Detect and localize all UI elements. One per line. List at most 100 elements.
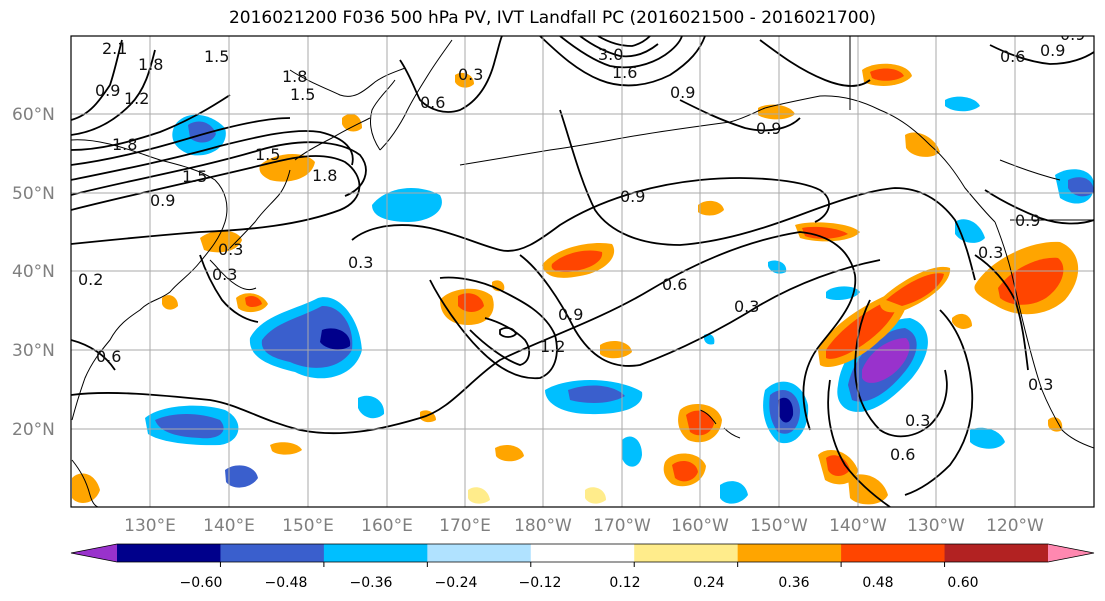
anomaly-positive bbox=[998, 257, 1064, 305]
coastline-kuril bbox=[294, 117, 371, 161]
contour-label: 0.6 bbox=[420, 93, 445, 112]
contour-label: 0.3 bbox=[348, 253, 373, 272]
lon-axis: 130°E 140°E 150°E 160°E 170°E 180°W 170°… bbox=[124, 516, 1044, 536]
contour-label: 1.5 bbox=[255, 145, 280, 164]
colorbar-tick-label: 0.12 bbox=[609, 575, 640, 591]
contour-label: 1.5 bbox=[204, 47, 229, 66]
coastline-asia bbox=[71, 139, 228, 421]
anomaly-negative bbox=[704, 334, 715, 345]
anomaly-positive bbox=[826, 455, 850, 476]
colorbar-segments bbox=[70, 543, 1095, 567]
colorbar: −0.60 −0.48 −0.36 −0.24 −0.12 0.12 0.24 … bbox=[70, 543, 1095, 591]
contour-label: 1.8 bbox=[112, 135, 137, 154]
anomaly-positive bbox=[672, 460, 698, 482]
contour-label: 0.9 bbox=[1015, 211, 1040, 230]
contour-line bbox=[71, 130, 354, 181]
colorbar-tick-label: 0.48 bbox=[862, 575, 893, 591]
contour-label: 1.2 bbox=[540, 337, 565, 356]
anomaly-positive bbox=[870, 68, 904, 81]
colorbar-tick-label: −0.12 bbox=[519, 575, 562, 591]
contour-label: 1.8 bbox=[282, 67, 307, 86]
contour-line bbox=[559, 36, 683, 69]
contour-label: 0.9 bbox=[1040, 41, 1065, 60]
anomaly-negative bbox=[358, 395, 385, 419]
anomaly-positive bbox=[905, 132, 940, 157]
colorbar-extend-max bbox=[1048, 544, 1094, 562]
contour-line bbox=[71, 339, 116, 371]
contour-line bbox=[827, 379, 891, 507]
anomaly-negative bbox=[320, 328, 351, 350]
anomaly-positive bbox=[245, 296, 262, 307]
lon-label: 150°W bbox=[750, 516, 808, 536]
pv-shading bbox=[72, 63, 1094, 505]
contour-label: 0.9 bbox=[670, 83, 695, 102]
lon-label: 150°E bbox=[282, 516, 334, 536]
coastline-japan bbox=[209, 169, 291, 291]
anomaly-positive bbox=[495, 444, 524, 462]
anomaly-positive bbox=[72, 473, 100, 503]
colorbar-tick-label: −0.36 bbox=[350, 575, 393, 591]
pv-contours bbox=[71, 36, 1094, 507]
contour-line bbox=[539, 36, 706, 87]
anomaly-positive bbox=[758, 104, 795, 120]
contour-label: 1.8 bbox=[312, 166, 337, 185]
contour-line bbox=[351, 177, 830, 252]
colorbar-segment bbox=[634, 544, 739, 562]
contour-line bbox=[559, 109, 976, 281]
colorbar-segment bbox=[427, 544, 532, 562]
border-canada-us bbox=[849, 36, 1094, 221]
contour-label: 0.3 bbox=[734, 297, 759, 316]
contour-label: 2.1 bbox=[102, 39, 127, 58]
anomaly-positive bbox=[162, 295, 178, 310]
contour-line bbox=[71, 94, 231, 151]
contour-label: 0.3 bbox=[1028, 375, 1053, 394]
contour-line bbox=[499, 327, 518, 338]
contour-line bbox=[429, 276, 558, 380]
map-frame bbox=[70, 35, 1095, 508]
contour-label: 0.3 bbox=[978, 243, 1003, 262]
coastline-okhotsk bbox=[289, 67, 406, 97]
colorbar-tick-label: 0.60 bbox=[947, 575, 978, 591]
contour-label: 0.9 bbox=[95, 81, 120, 100]
contour-label: 1.5 bbox=[182, 167, 207, 186]
contour-label: 1.6 bbox=[612, 63, 637, 82]
contour-line bbox=[519, 254, 881, 367]
contour-label: 3.0 bbox=[598, 45, 623, 64]
colorbar-outline bbox=[70, 543, 1095, 563]
contour-label: 0.9 bbox=[150, 191, 175, 210]
colorbar-segment bbox=[117, 544, 221, 562]
anomaly-negative bbox=[768, 260, 787, 274]
colorbar-segment bbox=[323, 544, 428, 562]
lon-label: 120°W bbox=[986, 516, 1044, 536]
contour-labels: 2.1 1.8 1.5 1.2 1.5 1.8 0.9 1.8 1.5 1.5 … bbox=[78, 36, 1085, 464]
contour-label: 0.3 bbox=[905, 411, 930, 430]
colorbar-segment bbox=[737, 544, 842, 562]
lon-label: 160°E bbox=[361, 516, 413, 536]
contour-label: 0.9 bbox=[558, 305, 583, 324]
lat-label: 50°N bbox=[12, 184, 55, 204]
lat-label: 20°N bbox=[12, 420, 55, 440]
anomaly-positive bbox=[551, 250, 603, 272]
contour-line bbox=[904, 309, 974, 496]
anomaly-negative bbox=[862, 338, 910, 383]
anomaly-negative bbox=[778, 397, 794, 423]
lat-axis: 60°N 50°N 40°N 30°N 20°N bbox=[12, 105, 55, 440]
colorbar-segment bbox=[530, 544, 635, 562]
anomaly-positive bbox=[826, 298, 898, 359]
anomaly-positive bbox=[952, 313, 972, 329]
contour-line bbox=[469, 317, 531, 366]
colorbar-segment bbox=[944, 544, 1049, 562]
contour-label: 1.5 bbox=[290, 85, 315, 104]
colorbar-segment bbox=[220, 544, 325, 562]
contour-line bbox=[71, 117, 291, 166]
contour-label: 0.3 bbox=[212, 265, 237, 284]
anomaly-negative bbox=[970, 427, 1005, 449]
anomaly-positive bbox=[259, 154, 315, 182]
lon-label: 160°W bbox=[671, 516, 729, 536]
colorbar-tick-label: −0.60 bbox=[180, 575, 223, 591]
contour-line bbox=[71, 39, 123, 121]
contour-line bbox=[759, 39, 871, 87]
colorbar-segment bbox=[841, 544, 946, 562]
contour-label: 0.3 bbox=[458, 65, 483, 84]
